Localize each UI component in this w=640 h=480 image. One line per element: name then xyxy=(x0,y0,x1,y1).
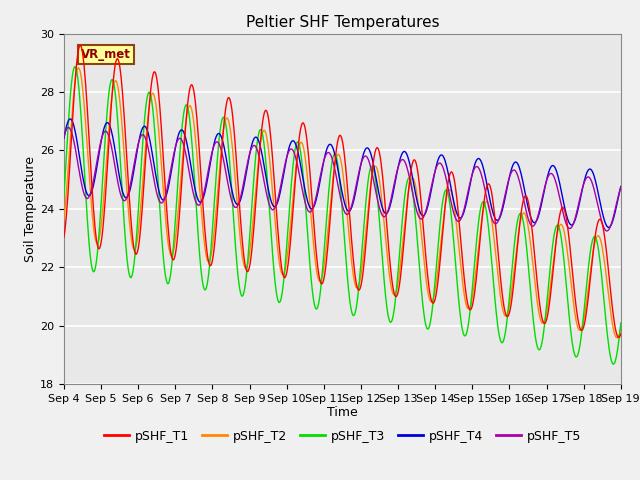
Y-axis label: Soil Temperature: Soil Temperature xyxy=(24,156,37,262)
Legend: pSHF_T1, pSHF_T2, pSHF_T3, pSHF_T4, pSHF_T5: pSHF_T1, pSHF_T2, pSHF_T3, pSHF_T4, pSHF… xyxy=(99,425,586,448)
Title: Peltier SHF Temperatures: Peltier SHF Temperatures xyxy=(246,15,439,30)
X-axis label: Time: Time xyxy=(327,407,358,420)
Text: VR_met: VR_met xyxy=(81,48,131,61)
